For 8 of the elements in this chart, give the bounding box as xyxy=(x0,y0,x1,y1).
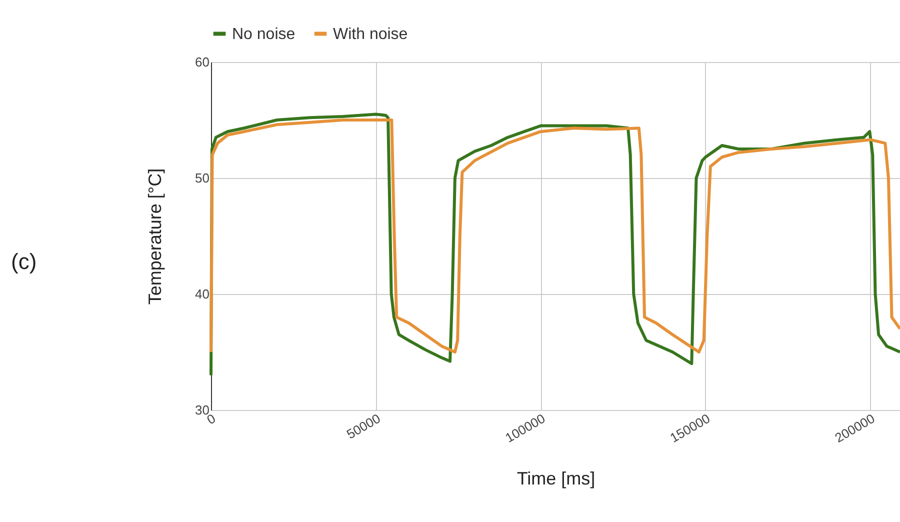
y-tick-label: 40 xyxy=(195,286,210,302)
x-axis-title: Time [ms] xyxy=(516,468,596,488)
y-axis-title: Temperature [°C] xyxy=(145,168,166,305)
y-tick-label: 60 xyxy=(195,54,210,70)
legend-label: With noise xyxy=(333,26,408,43)
legend-label: No noise xyxy=(232,26,296,43)
y-tick-label: 50 xyxy=(195,170,210,186)
text: (c) xyxy=(11,249,37,274)
